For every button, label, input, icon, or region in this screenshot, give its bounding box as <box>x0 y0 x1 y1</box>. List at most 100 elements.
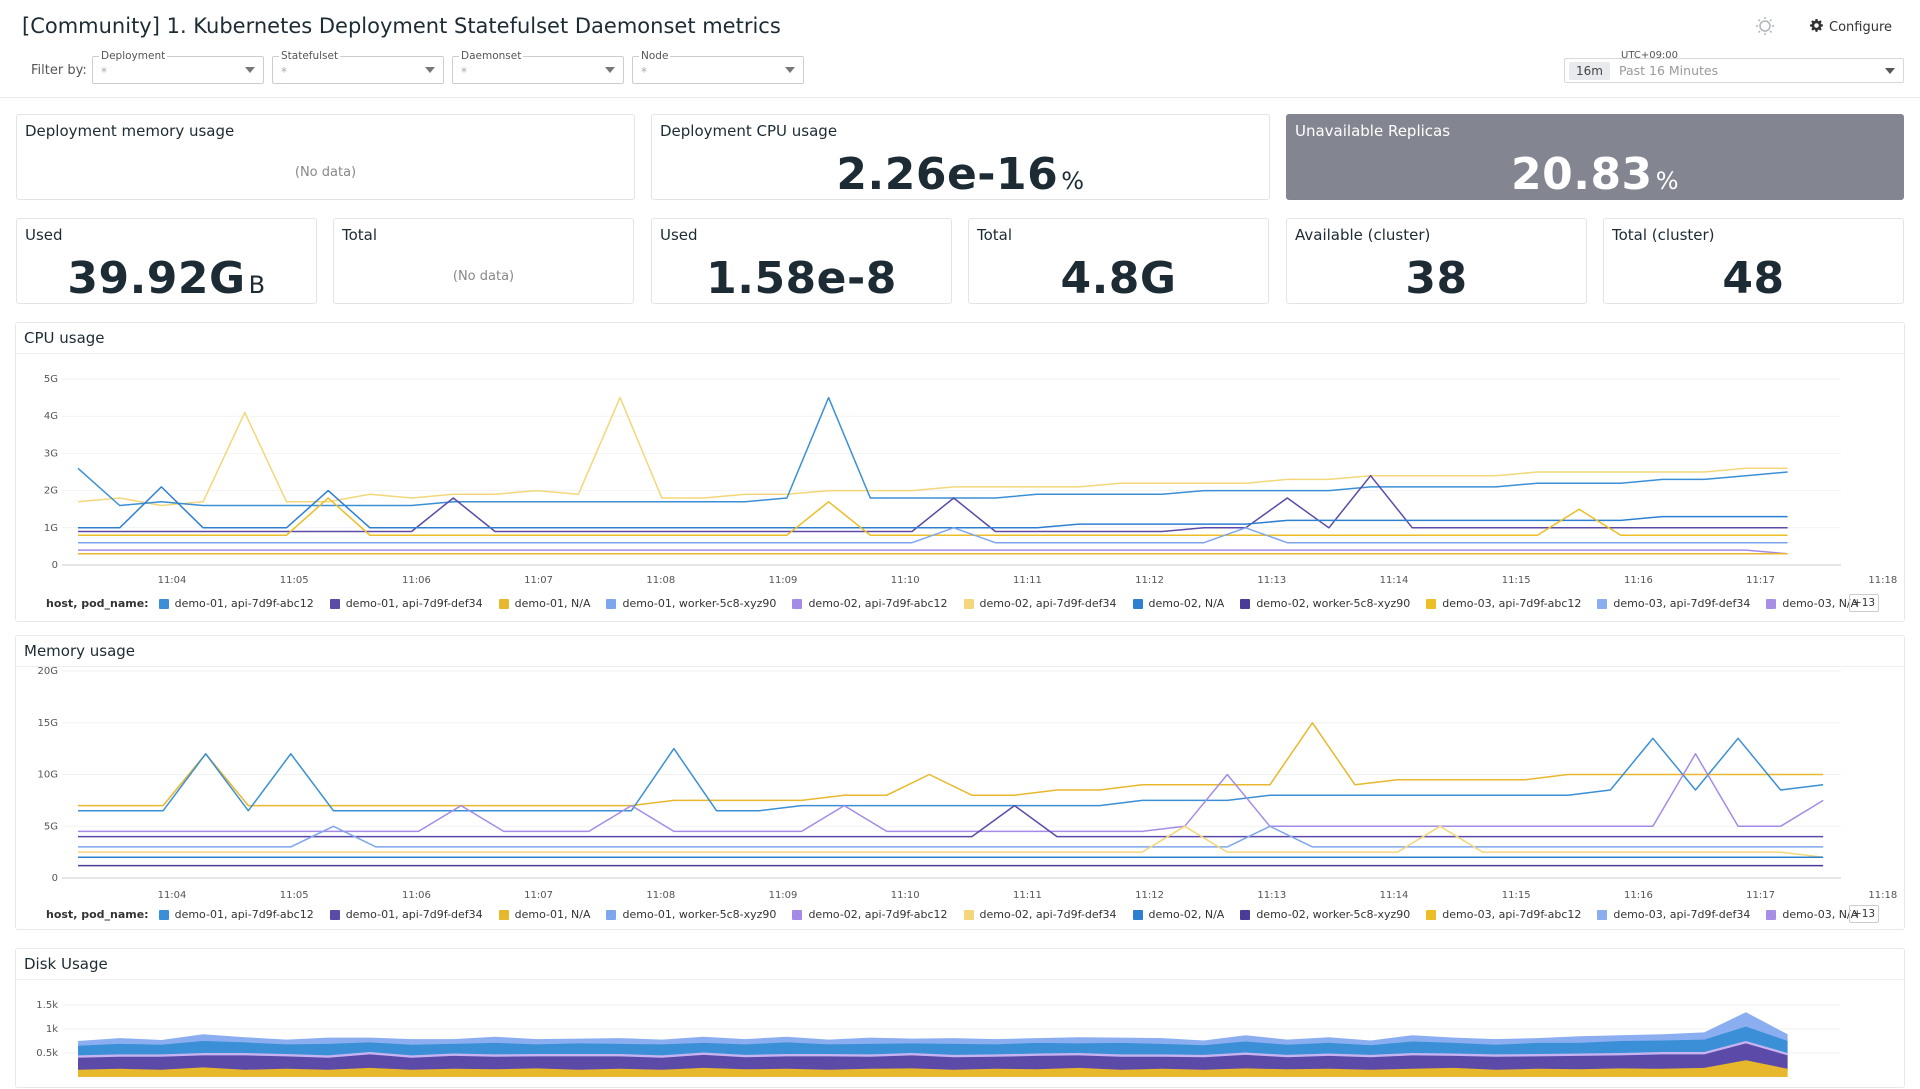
widget-title: Total <box>342 226 378 244</box>
panel-disk-usage[interactable]: Disk Usage 1.5k 1k 0.5k <box>15 948 1905 1088</box>
time-range-chip: 16m <box>1569 62 1610 80</box>
panel-cpu-usage[interactable]: CPU usage 5G 4G 3G 2G 1G 0 11:04 11:05 11:06 11:0… <box>15 322 1905 622</box>
series-line <box>78 474 1788 533</box>
series-area <box>78 1043 1788 1073</box>
legend-item[interactable]: demo-02, api-7d9f-def34 <box>963 597 1117 610</box>
filter-daemonset-label: Daemonset <box>459 50 524 62</box>
x-tick-label: 11:05 <box>280 575 309 586</box>
legend-item[interactable]: demo-02, N/A <box>1132 908 1224 921</box>
legend-item[interactable]: demo-03, api-7d9f-def34 <box>1597 597 1750 610</box>
series-line <box>78 825 1824 859</box>
series-area <box>78 1060 1788 1077</box>
y-tick-label: 10G <box>38 770 58 781</box>
widget-available-cluster[interactable]: Available (cluster) 38 <box>1286 218 1587 304</box>
legend-item[interactable]: demo-01, N/A <box>498 908 590 921</box>
widget-cpu-total[interactable]: Total 4.8G <box>968 218 1269 304</box>
widget-value: 48 <box>1722 253 1785 304</box>
legend-item[interactable]: demo-03, N/A <box>1766 597 1858 610</box>
chevron-down-icon <box>785 67 795 73</box>
y-tick-label: 15G <box>38 718 58 729</box>
legend-item[interactable]: demo-03, api-7d9f-def34 <box>1597 908 1750 921</box>
legend-label: demo-01, api-7d9f-def34 <box>345 908 483 921</box>
x-tick-label: 11:06 <box>402 890 431 901</box>
cpu-usage-chart[interactable]: 5G 4G 3G 2G 1G 0 11:04 11:05 11:06 11:07 11:08 11:0… <box>16 323 1906 623</box>
legend-item[interactable]: demo-02, N/A <box>1132 597 1224 610</box>
widget-memory-total[interactable]: Total (No data) <box>333 218 634 304</box>
value-number: 20.83 <box>1511 149 1653 200</box>
series-line <box>77 396 1788 507</box>
x-tick-label: 11:17 <box>1746 890 1775 901</box>
series-line <box>78 753 1824 833</box>
disk-usage-chart[interactable]: 1.5k 1k 0.5k <box>16 949 1906 1089</box>
chevron-down-icon <box>605 67 615 73</box>
legend-more-button[interactable]: +13 <box>1849 905 1879 923</box>
panel-memory-usage[interactable]: Memory usage 20G 15G 10G 5G 0 11:04 11:05 11:06… <box>15 635 1905 930</box>
filter-node-label: Node <box>639 50 671 62</box>
series-area <box>78 1041 1788 1061</box>
filter-statefulset[interactable]: Statefulset * <box>272 50 444 84</box>
memory-usage-chart[interactable]: 20G 15G 10G 5G 0 11:04 11:05 11:06 11:07 11:08 11:… <box>16 636 1906 931</box>
filter-deployment-value: * <box>101 65 107 79</box>
widget-cpu-used[interactable]: Used 1.58e-8 <box>651 218 952 304</box>
widget-unavailable-replicas[interactable]: Unavailable Replicas 20.83% <box>1286 114 1904 200</box>
legend-item[interactable]: demo-03, N/A <box>1766 908 1858 921</box>
widget-total-cluster[interactable]: Total (cluster) 48 <box>1603 218 1904 304</box>
widget-deployment-memory-usage[interactable]: Deployment memory usage (No data) <box>16 114 635 200</box>
legend-item[interactable]: demo-02, api-7d9f-def34 <box>963 908 1117 921</box>
x-tick-label: 11:04 <box>158 575 187 586</box>
legend-item[interactable]: demo-01, worker-5c8-xyz90 <box>606 597 776 610</box>
filter-statefulset-value: * <box>281 65 287 79</box>
legend-item[interactable]: demo-03, api-7d9f-abc12 <box>1426 597 1581 610</box>
widget-title: Total <box>977 226 1013 244</box>
filter-deployment[interactable]: Deployment * <box>92 50 264 84</box>
x-tick-label: 11:13 <box>1257 890 1286 901</box>
legend-swatch <box>606 598 617 609</box>
legend-swatch <box>329 598 340 609</box>
filter-node-value: * <box>641 65 647 79</box>
time-range-text: Past 16 Minutes <box>1619 63 1719 78</box>
widget-deployment-cpu-usage[interactable]: Deployment CPU usage 2.26e-16% <box>651 114 1270 200</box>
legend-swatch <box>1240 598 1251 609</box>
legend-heading: host, pod_name: <box>46 597 149 610</box>
value-unit: B <box>248 271 266 299</box>
legend-item[interactable]: demo-02, worker-5c8-xyz90 <box>1240 597 1410 610</box>
legend-label: demo-03, api-7d9f-def34 <box>1613 908 1751 921</box>
chevron-down-icon <box>245 67 255 73</box>
widget-memory-used[interactable]: Used 39.92G B <box>16 218 317 304</box>
time-range-picker[interactable]: 16m Past 16 Minutes <box>1564 58 1904 83</box>
filter-daemonset[interactable]: Daemonset * <box>452 50 624 84</box>
panel-title: Memory usage <box>24 642 136 660</box>
filter-node[interactable]: Node * <box>632 50 804 84</box>
legend-swatch <box>1766 909 1777 920</box>
legend-item[interactable]: demo-03, api-7d9f-abc12 <box>1426 908 1581 921</box>
legend-swatch <box>1240 909 1251 920</box>
lightbulb-icon[interactable] <box>1755 16 1775 36</box>
y-tick-label: 0.5k <box>36 1048 58 1059</box>
x-tick-label: 11:10 <box>891 575 920 586</box>
legend-item[interactable]: demo-01, N/A <box>498 597 590 610</box>
legend-item[interactable]: demo-02, worker-5c8-xyz90 <box>1240 908 1410 921</box>
configure-button[interactable]: Configure <box>1810 19 1892 36</box>
legend-item[interactable]: demo-01, api-7d9f-def34 <box>329 597 483 610</box>
legend-swatch <box>1132 598 1143 609</box>
legend-swatch <box>498 909 509 920</box>
legend-swatch <box>963 598 974 609</box>
chevron-down-icon <box>1885 68 1895 74</box>
y-tick-label: 4G <box>44 411 58 422</box>
legend-swatch <box>1766 598 1777 609</box>
x-tick-label: 11:18 <box>1868 890 1897 901</box>
legend-item[interactable]: demo-01, api-7d9f-abc12 <box>158 908 314 921</box>
legend-item[interactable]: demo-02, api-7d9f-abc12 <box>792 597 948 610</box>
legend-label: demo-01, worker-5c8-xyz90 <box>622 908 777 921</box>
legend-label: demo-02, worker-5c8-xyz90 <box>1256 908 1411 921</box>
legend-item[interactable]: demo-02, api-7d9f-abc12 <box>792 908 948 921</box>
y-tick-label: 0 <box>52 560 58 571</box>
widget-value: 39.92G B <box>17 253 316 304</box>
x-tick-label: 11:16 <box>1624 575 1653 586</box>
legend-item[interactable]: demo-01, worker-5c8-xyz90 <box>606 908 776 921</box>
legend-item[interactable]: demo-01, api-7d9f-abc12 <box>158 597 314 610</box>
series-line <box>78 549 1788 555</box>
legend-swatch <box>498 598 509 609</box>
legend-more-button[interactable]: +13 <box>1849 594 1879 612</box>
legend-item[interactable]: demo-01, api-7d9f-def34 <box>329 908 483 921</box>
